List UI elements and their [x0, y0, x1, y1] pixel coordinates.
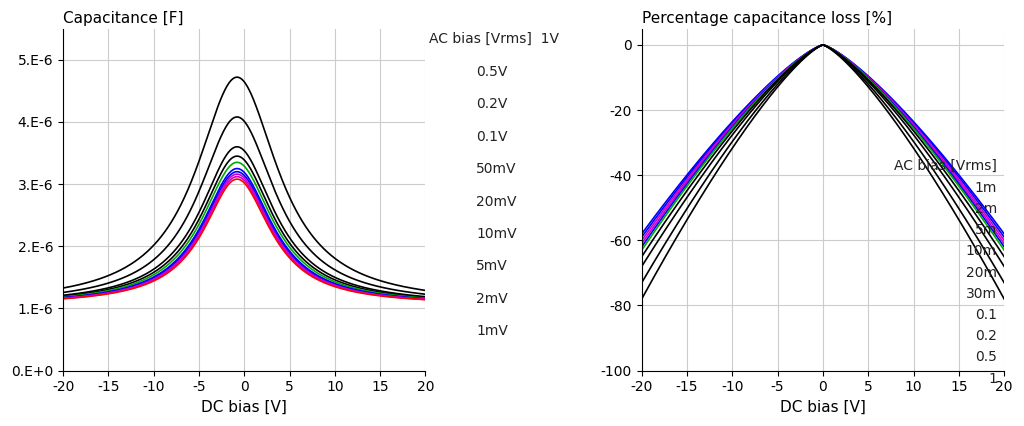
Text: 0.5: 0.5 [975, 351, 997, 364]
Text: 10mV: 10mV [476, 227, 517, 241]
Text: 0.2V: 0.2V [476, 97, 508, 111]
Text: 20m: 20m [966, 266, 997, 279]
Text: AC bias [Vrms]: AC bias [Vrms] [894, 158, 997, 173]
Text: 30m: 30m [966, 287, 997, 301]
Text: 0.2: 0.2 [975, 329, 997, 343]
X-axis label: DC bias [V]: DC bias [V] [780, 400, 866, 415]
Text: 2mV: 2mV [476, 292, 508, 306]
Text: 0.5V: 0.5V [476, 65, 508, 78]
X-axis label: DC bias [V]: DC bias [V] [202, 400, 287, 415]
Text: Capacitance [F]: Capacitance [F] [63, 11, 183, 26]
Text: 2m: 2m [975, 202, 997, 216]
Text: 1m: 1m [975, 181, 997, 195]
Text: 5m: 5m [975, 223, 997, 237]
Text: 1: 1 [988, 371, 997, 386]
Text: 0.1: 0.1 [975, 308, 997, 322]
Text: 1mV: 1mV [476, 325, 508, 338]
Text: 5mV: 5mV [476, 259, 508, 273]
Text: AC bias [Vrms]  1V: AC bias [Vrms] 1V [429, 32, 559, 46]
Text: 10m: 10m [966, 245, 997, 259]
Text: 0.1V: 0.1V [476, 130, 508, 144]
Text: 20mV: 20mV [476, 195, 517, 208]
Text: Percentage capacitance loss [%]: Percentage capacitance loss [%] [642, 11, 892, 26]
Text: 50mV: 50mV [476, 162, 517, 176]
